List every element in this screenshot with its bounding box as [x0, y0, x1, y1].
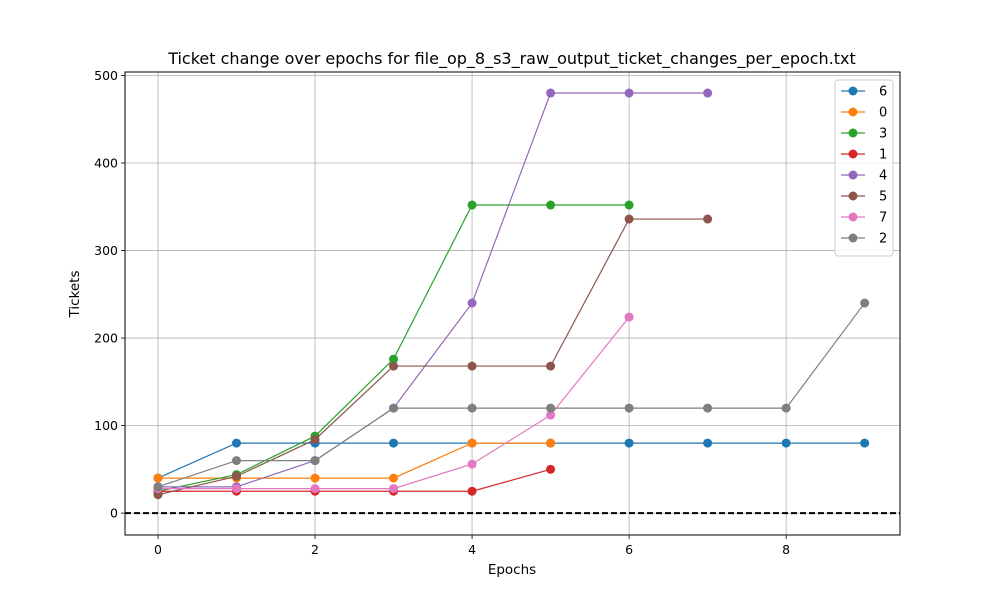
data-point [310, 484, 320, 494]
data-point [231, 471, 241, 481]
y-tick-label: 400 [94, 156, 118, 171]
data-point [310, 473, 320, 483]
y-axis-label: Tickets [67, 271, 83, 319]
series-line [157, 468, 551, 492]
data-point [546, 88, 556, 98]
legend-item: 1 [841, 148, 887, 163]
legend: 6 0 3 1 4 5 7 2 [834, 79, 894, 257]
data-point [389, 438, 399, 448]
data-point [310, 456, 320, 466]
x-tick-label: 6 [625, 542, 633, 557]
chart-title: Ticket change over epochs for file_op_8_… [167, 49, 856, 69]
data-point [860, 298, 870, 308]
data-point [153, 473, 163, 483]
legend-label: 0 [879, 106, 887, 121]
series-2 [153, 298, 870, 492]
y-tick-label: 0 [110, 506, 118, 521]
data-point [624, 88, 634, 98]
x-tick-label: 0 [154, 542, 162, 557]
series-line [157, 442, 551, 479]
series-line [157, 302, 866, 488]
legend-box [834, 79, 894, 257]
data-point [467, 438, 477, 448]
series-layer [153, 88, 870, 500]
data-point [231, 484, 241, 494]
y-tick-label: 500 [94, 68, 118, 83]
data-point [781, 403, 791, 413]
data-point [467, 459, 477, 469]
series-5 [153, 214, 713, 500]
x-tick-label: 8 [782, 542, 790, 557]
legend-marker [848, 212, 858, 222]
data-point [703, 403, 713, 413]
data-point [310, 435, 320, 445]
data-point [624, 438, 634, 448]
legend-item: 7 [841, 211, 887, 226]
legend-marker [848, 128, 858, 138]
data-point [467, 298, 477, 308]
data-point [231, 438, 241, 448]
data-point [467, 361, 477, 371]
data-point [703, 88, 713, 98]
data-point [624, 214, 634, 224]
legend-marker [848, 170, 858, 180]
data-point [389, 473, 399, 483]
data-point [467, 200, 477, 210]
legend-marker [848, 86, 858, 96]
legend-item: 3 [841, 127, 887, 142]
series-line [157, 92, 708, 488]
data-point [389, 361, 399, 371]
data-point [703, 214, 713, 224]
legend-item: 4 [841, 169, 887, 184]
data-point [231, 456, 241, 466]
legend-marker [848, 191, 858, 201]
legend-label: 6 [879, 85, 887, 100]
x-axis: 0 2 4 6 8 [154, 535, 790, 557]
series-7 [153, 312, 634, 494]
x-axis-label: Epochs [488, 562, 536, 578]
data-point [467, 486, 477, 496]
series-0 [153, 438, 556, 483]
legend-label: 7 [879, 211, 887, 226]
data-point [546, 361, 556, 371]
legend-item: 2 [841, 232, 887, 247]
series-line [157, 218, 708, 496]
data-point [546, 403, 556, 413]
legend-marker [848, 233, 858, 243]
data-point [389, 403, 399, 413]
data-point [703, 438, 713, 448]
plot-frame [124, 71, 901, 536]
x-tick-label: 2 [311, 542, 319, 557]
legend-item: 0 [841, 106, 887, 121]
data-point [546, 200, 556, 210]
data-point [624, 403, 634, 413]
y-tick-label: 300 [94, 243, 118, 258]
data-point [860, 438, 870, 448]
legend-item: 6 [841, 85, 887, 100]
data-point [389, 354, 399, 364]
legend-item: 5 [841, 190, 887, 205]
data-point [546, 464, 556, 474]
data-point [546, 438, 556, 448]
data-point [153, 482, 163, 492]
data-point [546, 410, 556, 420]
y-tick-label: 100 [94, 418, 118, 433]
data-point [781, 438, 791, 448]
legend-label: 2 [879, 232, 887, 247]
legend-label: 1 [879, 148, 887, 163]
legend-marker [848, 107, 858, 117]
y-tick-label: 200 [94, 331, 118, 346]
x-tick-label: 4 [468, 542, 476, 557]
legend-label: 4 [879, 169, 887, 184]
legend-marker [848, 149, 858, 159]
data-point [389, 484, 399, 494]
data-point [467, 403, 477, 413]
data-point [624, 200, 634, 210]
legend-label: 3 [879, 127, 887, 142]
legend-label: 5 [879, 190, 887, 205]
data-point [624, 312, 634, 322]
y-axis: 0 100 200 300 400 500 [94, 68, 125, 521]
